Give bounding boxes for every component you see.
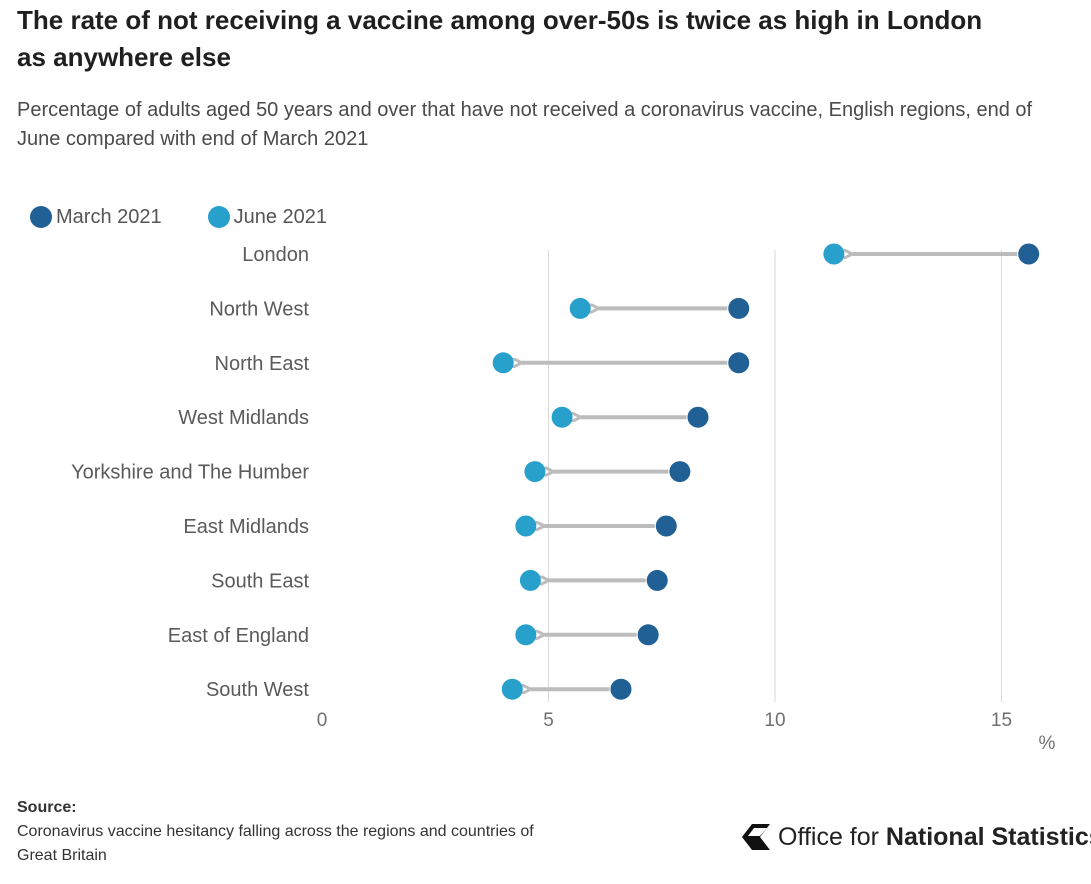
legend-label-march: March 2021 [56,205,162,228]
source-heading: Source: [17,799,77,816]
ons-logo-text: Office for National Statistics [778,823,1091,852]
june-2021-point [492,352,514,374]
ons-logo-icon [742,824,770,850]
march-2021-point [669,461,691,483]
category-label: North East [215,353,310,375]
category-label: West Midlands [178,407,309,429]
category-label: South West [206,679,309,701]
x-tick-label: 5 [543,710,554,731]
march-2021-point [646,569,668,591]
june-2021-point [501,678,523,700]
march-2021-point [728,352,750,374]
category-label: East Midlands [183,516,309,538]
x-tick-label: 10 [764,710,785,731]
category-label: East of England [168,625,309,647]
dot-arrow-chart: 0 5 10 15% London North West North East West Mi… [71,243,1056,754]
source-text[interactable]: Coronavirus vaccine hesitancy falling ac… [17,823,534,864]
june-2021-point [823,243,845,265]
june-2021-point [551,406,573,428]
category-label: Yorkshire and The Humber [71,462,309,484]
chart-subtitle: Percentage of adults aged 50 years and o… [17,99,1033,150]
x-tick-label: 0 [317,710,328,731]
march-2021-point [728,297,750,319]
legend-swatch-march [30,206,52,228]
march-2021-point [655,515,677,537]
june-2021-point [515,515,537,537]
x-axis-unit-label: % [1039,733,1056,754]
source-note: Source: Coronavirus vaccine hesitancy fa… [17,796,577,868]
x-tick-label: 15 [991,710,1012,731]
legend-swatch-june [207,206,230,228]
category-label: North West [209,298,309,320]
ons-logo-text-bold: National Statistics [885,822,1091,851]
legend: March 2021 June 2021 [30,203,373,231]
june-2021-point [524,461,546,483]
march-2021-point [610,678,632,700]
legend-item-march[interactable]: March 2021 [30,206,162,229]
category-label: London [242,244,309,266]
june-2021-point [569,297,591,319]
march-2021-point [687,406,709,428]
march-2021-point [1018,243,1040,265]
june-2021-point [519,569,541,591]
march-2021-point [637,624,659,646]
june-2021-point [515,624,537,646]
legend-item-june[interactable]: June 2021 [207,205,328,229]
ons-logo: Office for National Statistics [740,822,1091,852]
chart-title: The rate of not receiving a vaccine amon… [17,5,983,72]
ons-logo-text-regular: Office for [778,822,879,851]
legend-label-june: June 2021 [233,205,328,228]
category-label: South East [211,570,309,592]
